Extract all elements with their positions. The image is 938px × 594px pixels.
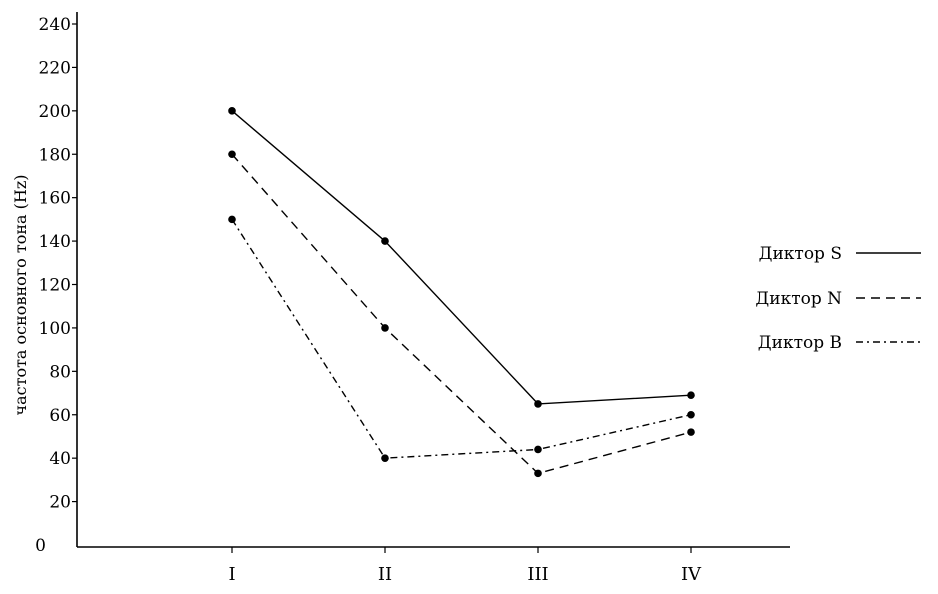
y-tick-label: 120 xyxy=(39,276,71,296)
data-point xyxy=(228,215,236,224)
data-point xyxy=(381,237,389,245)
data-point xyxy=(381,324,389,332)
y-tick-label: 20 xyxy=(49,493,71,513)
legend-label: Диктор B xyxy=(758,333,842,353)
x-tick-label: I xyxy=(228,564,235,585)
data-point xyxy=(687,410,695,419)
legend-label: Диктор S xyxy=(759,244,842,264)
data-point xyxy=(381,454,389,462)
y-tick-label: 140 xyxy=(39,232,71,252)
data-point xyxy=(228,107,236,115)
x-tick-label: II xyxy=(378,564,392,585)
series-line xyxy=(231,153,692,475)
series-layer xyxy=(228,107,695,478)
series-3 xyxy=(228,215,695,462)
data-point xyxy=(534,469,542,478)
y-tick-label: 0 xyxy=(35,536,46,556)
axes xyxy=(76,12,790,548)
y-tick-label: 160 xyxy=(39,189,71,209)
x-tick-label: IV xyxy=(681,564,702,585)
legend: Диктор S Диктор N Диктор B xyxy=(755,244,921,353)
y-ticks: 0 20 40 60 80 100 120 140 160 180 200 220 240 xyxy=(35,15,77,556)
x-tick-label: III xyxy=(527,564,548,585)
x-ticks: I II III IV xyxy=(228,547,702,585)
data-point xyxy=(687,391,695,400)
y-tick-label: 180 xyxy=(39,145,71,165)
series-2 xyxy=(228,150,695,478)
data-point xyxy=(534,445,542,454)
data-point xyxy=(687,428,695,436)
series-line xyxy=(231,218,692,459)
data-point xyxy=(228,150,236,159)
y-axis-label: частота основного тона (Hz) xyxy=(11,175,30,416)
series-1 xyxy=(228,107,695,408)
y-tick-label: 80 xyxy=(49,362,71,382)
series-line xyxy=(231,110,692,405)
y-tick-label: 60 xyxy=(49,406,71,426)
legend-label: Диктор N xyxy=(755,289,842,309)
y-tick-label: 240 xyxy=(39,15,71,35)
data-point xyxy=(534,400,542,408)
y-tick-label: 200 xyxy=(39,102,71,122)
y-tick-label: 100 xyxy=(39,319,71,339)
y-tick-label: 40 xyxy=(49,449,71,469)
y-tick-label: 220 xyxy=(39,58,71,78)
